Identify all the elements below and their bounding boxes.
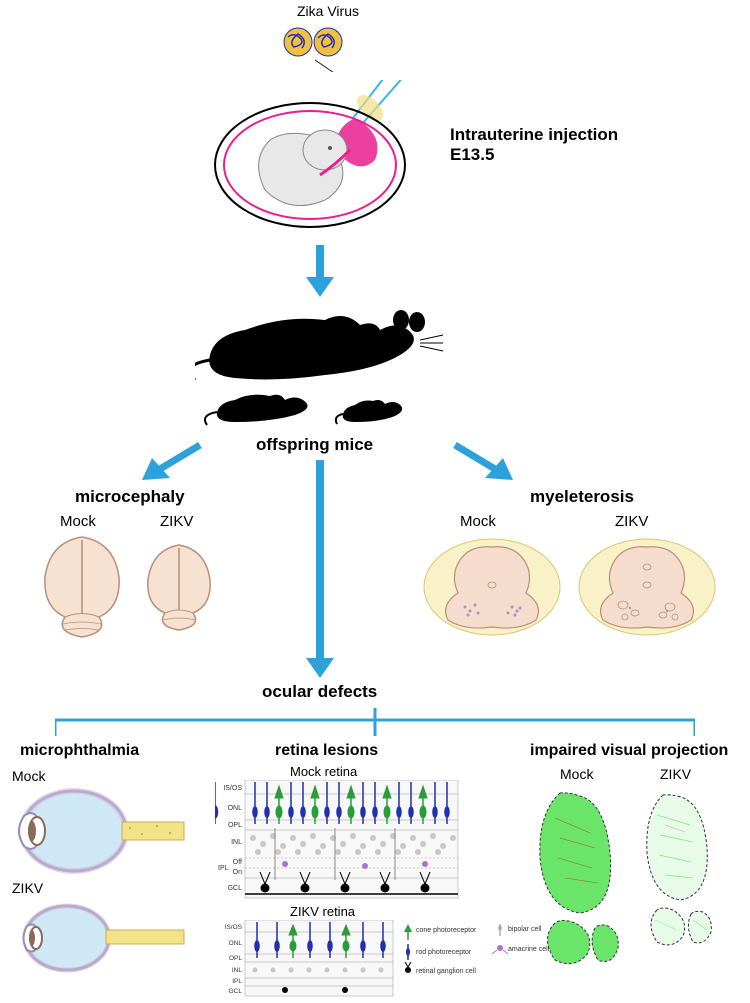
retina-zikv-label: ZIKV retina [290, 904, 355, 919]
embryo-diagram [210, 80, 430, 240]
svg-text:OPL: OPL [228, 822, 242, 829]
spine-mock [420, 535, 565, 640]
offspring-label: offspring mice [256, 435, 373, 455]
eye-mock [12, 786, 187, 876]
myel-mock-label: Mock [460, 513, 496, 530]
ocular-title: ocular defects [262, 682, 377, 702]
retina-zikv-diagram: IS/OS ONL OPL INL IPL GCL [215, 920, 395, 998]
svg-text:On: On [233, 869, 242, 876]
svg-text:IS/OS: IS/OS [225, 924, 243, 931]
svg-text:GCL: GCL [228, 885, 243, 892]
zika-virus-label: Zika Virus [297, 3, 359, 19]
virus-particles [280, 22, 370, 72]
micro-zikv-label: ZIKV [160, 513, 193, 530]
eye-zikv-label: ZIKV [12, 880, 43, 896]
svg-text:IS/OS: IS/OS [223, 785, 242, 792]
proj-mock-label: Mock [560, 766, 593, 782]
arrow-down-2 [300, 460, 340, 680]
eye-mock-label: Mock [12, 768, 45, 784]
spine-zikv [575, 535, 720, 640]
arrow-left [130, 440, 210, 490]
svg-text:ONL: ONL [228, 805, 243, 812]
ocular-bracket [55, 708, 695, 738]
mice-group [195, 300, 455, 430]
retina-title: retina lesions [275, 742, 378, 760]
microphthalmia-title: microphthalmia [20, 742, 139, 760]
svg-text:IPL: IPL [218, 865, 229, 872]
svg-text:IPL: IPL [232, 978, 242, 985]
svg-text:ONL: ONL [229, 940, 243, 947]
injection-label: Intrauterine injection E13.5 [450, 125, 618, 165]
arrow-right [445, 440, 525, 490]
svg-text:INL: INL [231, 839, 242, 846]
projection-title: impaired visual projection [530, 742, 728, 760]
microcephaly-title: microcephaly [75, 487, 185, 507]
projection-zikv [635, 790, 730, 970]
arrow-down-1 [300, 245, 340, 300]
retina-mock-label: Mock retina [290, 764, 357, 779]
proj-zikv-label: ZIKV [660, 766, 691, 782]
brain-mock [35, 532, 130, 642]
svg-text:Off: Off [233, 859, 242, 866]
retina-legend: cone photoreceptor rod photoreceptor ret… [400, 920, 550, 998]
retina-mock-diagram: IS/OS ONL OPL INL Off On GCL IPL [215, 780, 460, 900]
svg-text:OPL: OPL [229, 955, 242, 962]
svg-text:retinal ganglion cell: retinal ganglion cell [416, 968, 476, 975]
svg-text:GCL: GCL [229, 988, 243, 995]
eye-zikv [12, 898, 187, 978]
myel-zikv-label: ZIKV [615, 513, 648, 530]
micro-mock-label: Mock [60, 513, 96, 530]
svg-text:rod photoreceptor: rod photoreceptor [416, 949, 472, 956]
brain-zikv [138, 540, 220, 635]
projection-mock [530, 788, 630, 973]
svg-text:cone photoreceptor: cone photoreceptor [416, 927, 477, 934]
svg-text:INL: INL [232, 967, 243, 974]
myeleterosis-title: myeleterosis [530, 487, 634, 507]
